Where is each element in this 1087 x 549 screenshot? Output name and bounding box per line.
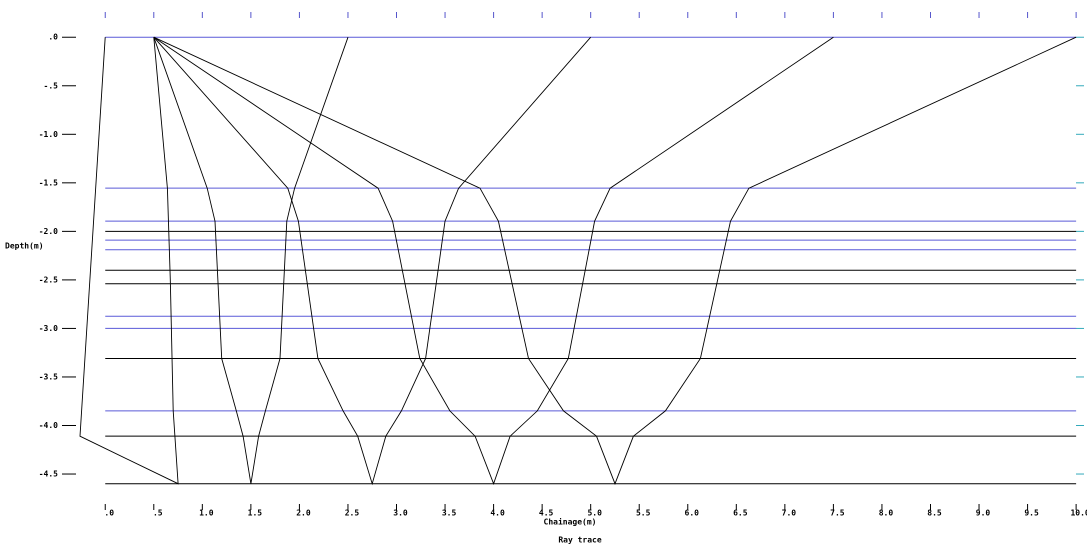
y-axis-label: Depth(m)	[5, 242, 44, 251]
y-tick-label: -4.0	[39, 421, 58, 430]
x-axis-label: Chainage(m)	[544, 517, 597, 527]
x-tick-label: 9.0	[976, 509, 991, 518]
ray-path	[153, 36, 592, 486]
x-tick-label: 5.5	[636, 509, 651, 518]
x-tick-label: 8.5	[927, 509, 942, 518]
x-tick-label: .0	[104, 509, 114, 518]
x-tick-label: .5	[153, 509, 163, 518]
y-tick-label: -1.0	[39, 130, 58, 139]
x-tick-label: 7.5	[830, 509, 845, 518]
x-tick-label: 8.0	[879, 509, 894, 518]
x-tick-label: 7.0	[782, 509, 797, 518]
x-tick-label: 4.5	[539, 509, 554, 518]
y-tick-label: -2.0	[39, 227, 58, 236]
ray-path	[153, 37, 349, 484]
y-tick-label: -.5	[44, 81, 59, 90]
y-tick-label: .0	[48, 33, 58, 42]
x-tick-label: 1.5	[248, 509, 263, 518]
ray-path	[153, 36, 834, 486]
x-tick-label: 1.0	[199, 509, 214, 518]
y-tick-label: -2.5	[39, 275, 58, 284]
y-tick-label: -4.5	[39, 470, 58, 479]
y-tick-label: -3.5	[39, 372, 58, 381]
x-tick-label: 2.0	[296, 509, 311, 518]
x-tick-label: 6.0	[685, 509, 700, 518]
ray-path	[79, 37, 179, 485]
x-tick-label: 5.0	[587, 509, 602, 518]
y-tick-label: -1.5	[39, 178, 58, 187]
chart-title: Ray trace	[558, 536, 602, 545]
x-tick-label: 3.5	[442, 509, 457, 518]
x-tick-label: 3.0	[393, 509, 408, 518]
x-tick-label: 6.5	[733, 509, 748, 518]
x-tick-label: 4.0	[490, 509, 505, 518]
x-tick-label: 9.5	[1024, 509, 1039, 518]
x-tick-label: 2.5	[345, 509, 360, 518]
ray-path	[153, 36, 1077, 485]
x-tick-label: 10.0	[1070, 509, 1087, 518]
y-tick-label: -3.0	[39, 324, 58, 333]
